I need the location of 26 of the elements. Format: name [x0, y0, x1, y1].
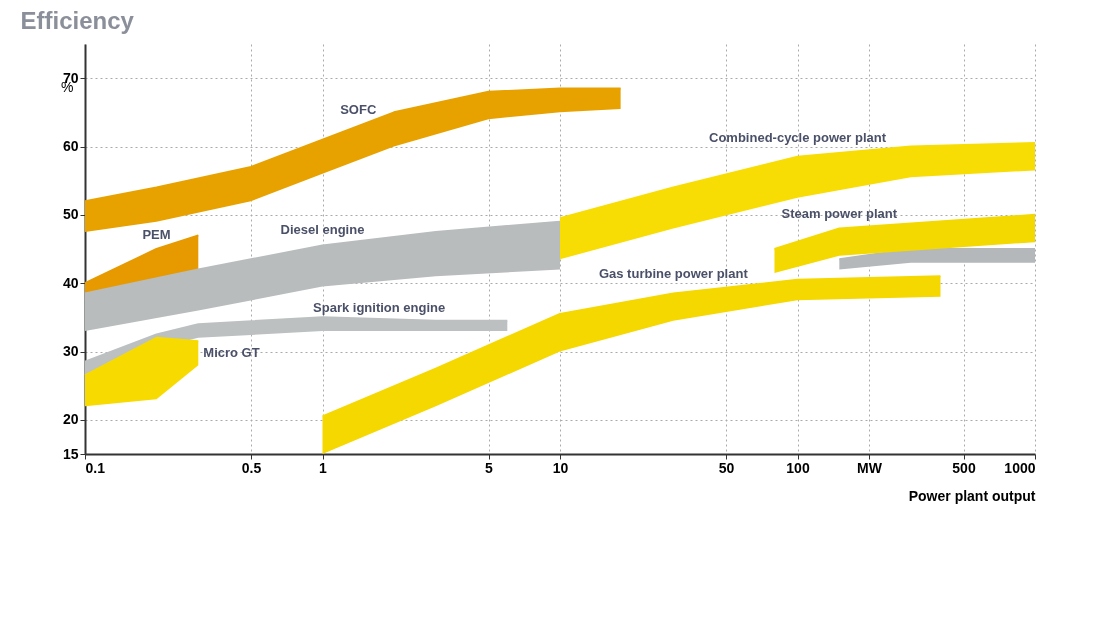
series-label: Steam power plant	[781, 205, 898, 221]
y-tick-label: 50	[62, 206, 79, 223]
x-tick-label: MW	[857, 459, 883, 476]
x-tick-label: 1	[319, 459, 328, 476]
x-tick-label: 10	[552, 459, 569, 476]
x-tick-label: 500	[952, 459, 976, 476]
y-tick-label: 40	[62, 274, 79, 291]
x-tick-label: 100	[786, 459, 810, 476]
series-label: Combined-cycle power plant	[709, 129, 887, 145]
chart-title: Efficiency	[20, 7, 135, 34]
series-label: Micro GT	[203, 345, 260, 361]
x-tick-label: 0.1	[85, 459, 106, 476]
x-tick-label: 50	[718, 459, 735, 476]
y-tick-label: 60	[62, 138, 79, 154]
x-tick-label: 0.5	[241, 459, 262, 476]
x-axis-title: Power plant output	[908, 487, 1036, 504]
series-label: PEM	[142, 227, 171, 243]
y-tick-label: 20	[62, 411, 79, 428]
series-label: SOFC	[340, 102, 377, 118]
x-tick-label: 5	[485, 459, 494, 476]
y-tick-label: 30	[62, 343, 79, 359]
x-tick-label: 1000	[1004, 459, 1036, 476]
series-label: Diesel engine	[280, 221, 365, 237]
series-label: Spark ignition engine	[313, 299, 446, 315]
y-tick-label: 15	[62, 445, 79, 462]
series-label: Gas turbine power plant	[598, 265, 749, 281]
